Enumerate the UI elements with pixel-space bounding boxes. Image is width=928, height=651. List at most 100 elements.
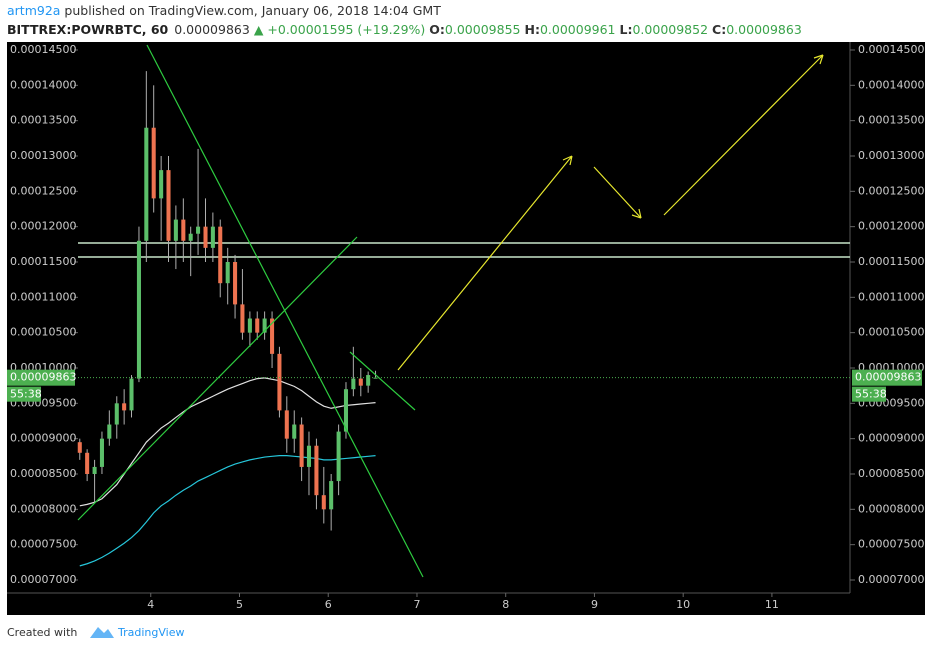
- y-tick-label: 0.00012500: [10, 184, 76, 197]
- ohlc-value: 0.00009961: [540, 22, 616, 37]
- x-tick-label: 7: [413, 598, 420, 611]
- y-tick-label: 0.00012000: [10, 220, 76, 233]
- candle-body: [343, 389, 349, 432]
- candle-body: [306, 445, 312, 467]
- candle-body: [329, 481, 334, 510]
- ohlc-label: O:: [429, 22, 445, 37]
- countdown-label: 55:38: [10, 388, 42, 401]
- x-tick-label: 6: [325, 598, 332, 611]
- y-tick-label: 0.00014000: [10, 78, 76, 91]
- footer-text: Created with: [7, 626, 77, 639]
- candle-body: [181, 219, 186, 241]
- y-tick-label: 0.00007500: [10, 538, 76, 551]
- chart-background: [7, 42, 925, 615]
- candle-body: [240, 304, 245, 333]
- footer: Created with TradingView: [7, 626, 184, 639]
- y-tick-label: 0.00010500: [10, 326, 76, 339]
- candle-body: [99, 438, 104, 467]
- y-tick-label: 0.00013500: [10, 114, 76, 127]
- y-tick-label: 0.00007500: [858, 538, 924, 551]
- candle-body: [358, 378, 363, 386]
- candle-body: [136, 240, 141, 379]
- candle-body: [114, 403, 119, 425]
- x-tick-label: 8: [502, 598, 509, 611]
- logo: [90, 627, 114, 638]
- candle-body: [314, 445, 319, 496]
- trend-line: [349, 351, 416, 411]
- y-tick-label: 0.00008500: [858, 467, 924, 480]
- candle-body: [247, 318, 252, 333]
- y-tick-label: 0.00011000: [858, 290, 924, 303]
- candle-body: [270, 318, 275, 354]
- ohlc-value: 0.00009863: [726, 22, 802, 37]
- x-tick-label: 4: [147, 598, 154, 611]
- drawings: [77, 44, 824, 578]
- price-tag-label: 0.00009863: [855, 371, 921, 384]
- symbol-line: BITTREX:POWRBTC, 60 0.00009863 ▲ +0.000015…: [7, 22, 802, 37]
- y-tick-label: 0.00007000: [858, 573, 924, 586]
- y-tick-label: 0.00010500: [858, 326, 924, 339]
- y-tick-label: 0.00013000: [858, 149, 924, 162]
- arrow: [663, 54, 824, 216]
- candle-body: [262, 318, 267, 333]
- footer-brand[interactable]: TradingView: [117, 626, 184, 639]
- candle-body: [277, 353, 282, 411]
- arrows: [397, 54, 824, 371]
- y-tick-label: 0.00011500: [858, 255, 924, 268]
- candle-body: [196, 226, 201, 234]
- y-tick-label: 0.00008000: [858, 502, 924, 515]
- candle-body: [188, 233, 193, 241]
- arrow: [397, 155, 573, 371]
- ohlc-value: 0.00009855: [445, 22, 521, 37]
- candle-body: [366, 375, 371, 386]
- x-tick-label: 9: [591, 598, 598, 611]
- countdown-tag: [852, 386, 886, 402]
- candle-body: [218, 226, 223, 284]
- y-tick-label: 0.00008500: [10, 467, 76, 480]
- y-tick-label: 0.00013500: [858, 114, 924, 127]
- candle-body: [77, 442, 82, 453]
- y-tick-label: 0.00009000: [858, 432, 924, 445]
- author[interactable]: artm92a: [7, 3, 60, 18]
- candle-body: [166, 170, 171, 241]
- symbol: BITTREX:POWRBTC, 60: [7, 22, 169, 37]
- change: ▲ +0.00001595 (+19.29%): [254, 22, 425, 37]
- y-tick-label: 0.00014000: [858, 78, 924, 91]
- ohlc-label: C:: [712, 22, 726, 37]
- y-tick-label: 0.00012500: [858, 184, 924, 197]
- moving-average: [79, 455, 376, 567]
- y-tick-label: 0.00011500: [10, 255, 76, 268]
- countdown-label: 55:38: [855, 388, 887, 401]
- trend-line: [146, 44, 424, 578]
- candle-body: [92, 466, 97, 474]
- candle-body: [159, 170, 164, 199]
- price: 0.00009863: [174, 22, 250, 37]
- ohlc-label: L:: [620, 22, 633, 37]
- y-tick-label: 0.00014500: [858, 43, 924, 56]
- y-tick-label: 0.00007000: [10, 573, 76, 586]
- candle-body: [203, 226, 208, 248]
- candle-body: [321, 495, 326, 510]
- candle-body: [129, 378, 134, 411]
- candle-body: [255, 318, 260, 333]
- price-tag: [7, 369, 75, 386]
- trend-line: [77, 236, 358, 521]
- y-tick-label: 0.00014500: [10, 43, 76, 56]
- ohlc-value: 0.00009852: [632, 22, 708, 37]
- y-tick-label: 0.00011000: [10, 290, 76, 303]
- x-tick-label: 11: [765, 598, 779, 611]
- price-tag: [852, 369, 922, 386]
- candle-body: [284, 410, 289, 439]
- y-tick-label: 0.00008000: [10, 502, 76, 515]
- ohlc-label: H:: [524, 22, 539, 37]
- candle-body: [144, 127, 149, 241]
- candle-body: [107, 424, 112, 439]
- candle-body: [336, 431, 341, 482]
- candle-body: [85, 452, 90, 474]
- candle-body: [151, 127, 156, 199]
- candle-body: [225, 261, 230, 284]
- y-tick-label: 0.00009000: [10, 432, 76, 445]
- y-tick-label: 0.00013000: [10, 149, 76, 162]
- candle-body: [210, 226, 215, 248]
